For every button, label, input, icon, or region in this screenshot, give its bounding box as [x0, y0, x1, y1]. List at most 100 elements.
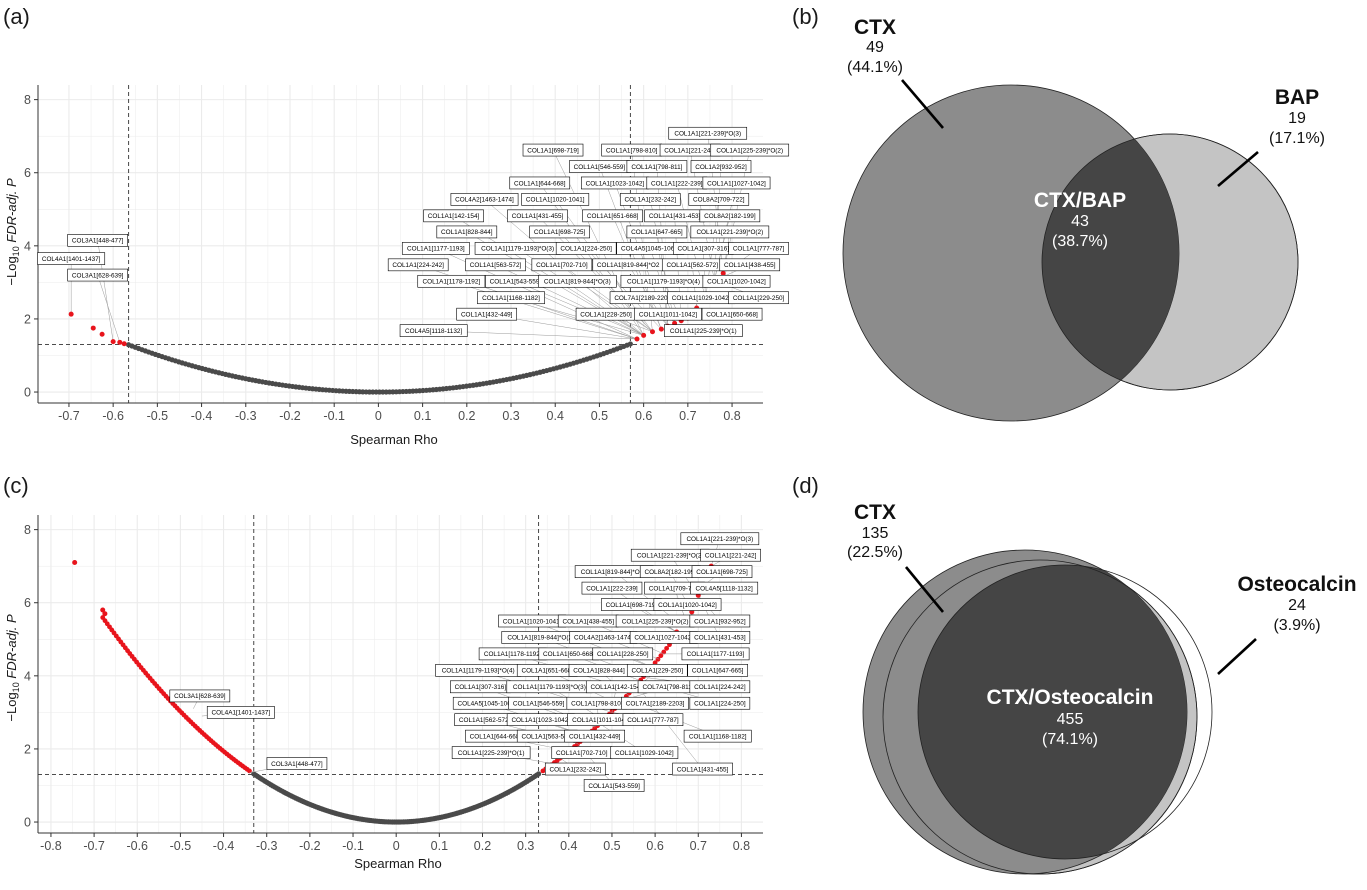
point-label: COL1A1[222-239] — [646, 176, 708, 190]
point-label-text: COL1A1[563-572] — [470, 262, 522, 269]
point-label: COL1A1[222-239] — [581, 581, 643, 595]
point-label: COL1A1[819-844]*O2 — [592, 258, 664, 272]
point-label-text: COL1A1[1020-1041] — [503, 618, 562, 625]
point-label: COL1A1[1168-1182] — [477, 291, 545, 305]
x-tick-label: 0.6 — [646, 839, 663, 853]
point-label-text: COL1A1[221-239]*O(2) — [696, 229, 763, 236]
point-label-box — [687, 664, 748, 677]
x-tick-label: 0.6 — [635, 409, 652, 423]
point-label-text: COL1A1[1027-1042] — [634, 635, 693, 642]
point-label: COL1A1[221-239]*O(2) — [630, 548, 710, 562]
venn-d-set1-percent: (22.5%) — [847, 544, 903, 561]
y-tick-label: 4 — [24, 669, 31, 683]
point-label-text: COL1A1[1168-1182] — [689, 733, 747, 740]
point-label-box — [690, 160, 752, 173]
point-label-box — [689, 614, 751, 628]
venn-b-set2-percent: (17.1%) — [1269, 130, 1325, 147]
y-tick-label: 0 — [24, 386, 31, 400]
point-label-text: COL3A1[448-477] — [72, 238, 124, 245]
point-label: COL1A1[798-811] — [626, 160, 688, 173]
y-tick-label: 6 — [24, 596, 31, 610]
point-label: COL3A1[628-639] — [169, 689, 231, 703]
point-label: COL1A1[225-239]*O(1) — [451, 746, 531, 759]
point-label-box — [701, 307, 763, 321]
point-label-box — [702, 176, 771, 190]
point-label-box — [668, 126, 748, 140]
point-label-text: COL1A1[1020-1042] — [707, 279, 766, 286]
point-label-text: COL1A1[229-250] — [632, 668, 684, 675]
venn-b-set2-name: BAP — [1275, 86, 1319, 109]
point-label: COL1A1[224-242] — [387, 258, 449, 272]
point-label-box — [699, 209, 761, 223]
x-tick-label: 0.1 — [431, 839, 448, 853]
point-label: COL1A1[221-242] — [700, 548, 761, 562]
scatter-panel-c: -0.8 -0.7 -0.6 -0.5 -0.4 -0.3 -0.2 -0.1 0 0.1 0.2 0… — [24, 515, 763, 853]
point-label-box — [555, 242, 617, 255]
point-label-text: COL1A1[1178-1192] — [422, 279, 480, 286]
point-label: COL1A1[232-242] — [619, 193, 681, 206]
point-label: COL1A1[224-242] — [689, 680, 751, 694]
point-label: COL1A1[563-572] — [516, 729, 578, 743]
point-label: COL8A2[182-199] — [639, 565, 701, 578]
point-label: COL1A1[307-316] — [673, 242, 734, 255]
point-label-text: COL1A1[1179-1193]*O(4) — [627, 279, 700, 286]
point-label-text: COL1A1[651-668] — [521, 668, 573, 675]
xlabel-a: Spearman Rho — [350, 432, 437, 447]
y-tick-label: 0 — [24, 816, 31, 830]
y-tick-label: 8 — [24, 93, 31, 107]
x-tick-label: 0 — [375, 409, 382, 423]
venn-b-intersection-name: CTX/BAP — [1034, 189, 1126, 212]
point-label-box — [521, 193, 590, 206]
point-label-text: COL1A1[224-242] — [694, 684, 746, 691]
point-label-text: COL1A1[431-455] — [677, 766, 729, 773]
point-label-box — [37, 252, 106, 265]
point-label-text: COL1A1[819-844]*O(3) — [581, 569, 648, 576]
point-label-text: COL1A1[225-239]*O(1) — [670, 328, 737, 335]
label-connector — [451, 281, 638, 340]
point-label-text: COL1A1[1179-1193]*O(3) — [513, 684, 586, 691]
point-label-box — [507, 209, 568, 223]
x-tick-label: 0.8 — [723, 409, 740, 423]
point-label: COL1A1[438-455] — [557, 614, 619, 628]
point-label-text: COL1A1[698-725] — [534, 229, 586, 236]
point-label-text: COL1A1[228-250] — [597, 651, 649, 658]
sig-data-point — [649, 329, 655, 335]
panel-letter-a: (a) — [3, 4, 30, 29]
point-label-text: COL1A2[932-952] — [695, 164, 747, 171]
point-label: COL1A1[828-844] — [568, 664, 630, 677]
point-label: COL1A1[224-250] — [555, 242, 617, 255]
point-label-text: COL1A1[438-455] — [724, 262, 776, 269]
point-label-box — [653, 598, 722, 611]
point-label-box — [456, 307, 518, 321]
point-label-box — [582, 209, 643, 223]
point-label: COL1A1[698-725] — [691, 565, 753, 578]
point-label-text: COL1A1[647-665] — [692, 668, 744, 675]
venn-d-intersection-outline — [917, 564, 1213, 860]
scatter-panel-a: -0.7 -0.6 -0.5 -0.4 -0.3 -0.2 -0.1 0 0.1 0.2 0.3 0.… — [24, 85, 790, 423]
point-label: COL1A1[546-559] — [508, 696, 569, 710]
point-label-text: COL1A1[307-316] — [678, 246, 730, 253]
point-label: COL1A1[228-250] — [575, 307, 637, 321]
point-label-box — [592, 647, 654, 661]
panel-letter-c: (c) — [3, 473, 29, 498]
point-label-box — [700, 548, 761, 562]
point-label-box — [689, 631, 751, 644]
x-tick-label: -0.1 — [342, 839, 364, 853]
point-label-box — [477, 291, 545, 305]
x-tick-label: 0.4 — [547, 409, 564, 423]
point-label-text: COL1A1[232-242] — [625, 197, 677, 204]
point-label: COL1A1[777-787] — [622, 713, 684, 726]
point-label-box — [509, 176, 571, 190]
x-tick-label: -0.2 — [279, 409, 301, 423]
point-label-box — [719, 258, 781, 272]
sig-data-point — [110, 339, 116, 345]
point-label: COL1A1[543-559] — [485, 274, 546, 288]
point-label-text: COL3A1[628-639] — [174, 693, 226, 700]
point-label-text: COL1A1[543-559] — [490, 279, 542, 286]
point-label: COL4A5[1118-1132] — [690, 581, 759, 595]
point-label: COL1A1[432-449] — [456, 307, 518, 321]
point-label-text: COL1A1[777-787] — [627, 717, 679, 724]
point-label-text: COL4A5[1118-1132] — [405, 328, 462, 335]
point-label-box — [387, 258, 449, 272]
point-label: COL1A1[819-844]*O(2) — [501, 631, 581, 644]
